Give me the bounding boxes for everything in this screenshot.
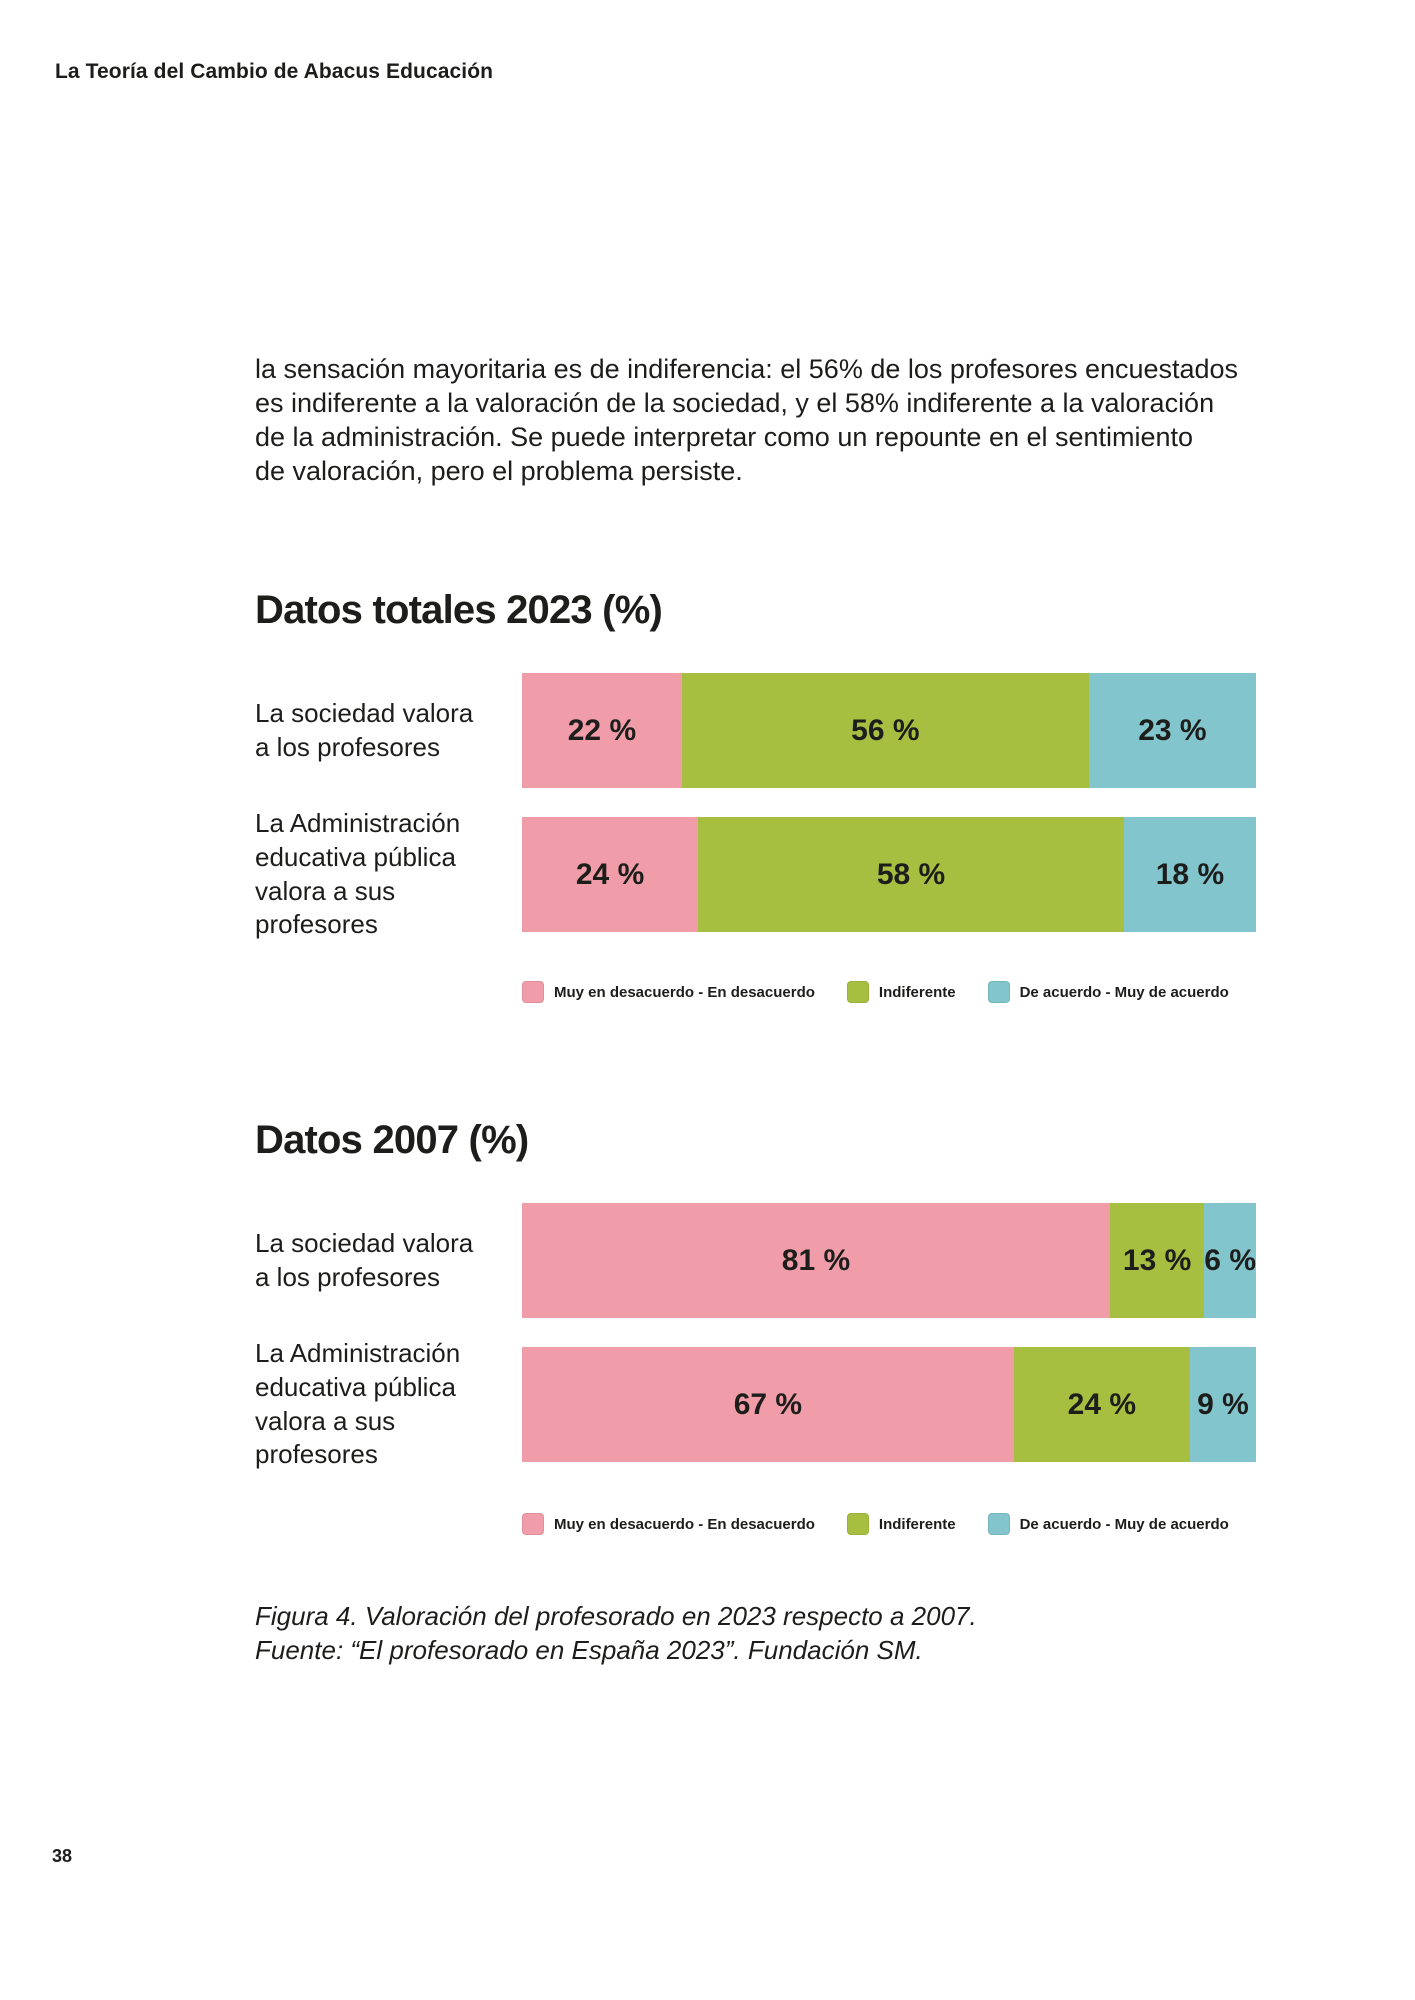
intro-paragraph: la sensación mayoritaria es de indiferen…: [255, 354, 1239, 487]
row-category-label: La Administración educativa pública valo…: [255, 807, 461, 940]
bar-segment: 22 %: [522, 673, 682, 788]
chart-2007-rows: La sociedad valora a los profesores 81 % 1…: [255, 1203, 1256, 1469]
stacked-bar: 24 % 58 % 18 %: [522, 817, 1256, 932]
legend-item: Muy en desacuerdo - En desacuerdo: [522, 981, 815, 1003]
row-category-label: La sociedad valora a los profesores: [255, 697, 474, 762]
legend-swatch: [987, 1513, 1010, 1535]
figure-caption-line1: Figura 4. Valoración del profesorado en …: [255, 1601, 977, 1631]
legend-label: Indiferente: [878, 983, 956, 1001]
legend-label: De acuerdo - Muy de acuerdo: [1019, 1515, 1229, 1533]
bar-segment: 67 %: [522, 1347, 1014, 1462]
chart-2007-legend: Muy en desacuerdo - En desacuerdo Indifer…: [522, 1513, 1229, 1535]
bar-segment: 13 %: [1109, 1203, 1205, 1318]
chart-2023-legend: Muy en desacuerdo - En desacuerdo Indifer…: [522, 981, 1229, 1003]
legend-item: Indiferente: [846, 981, 956, 1003]
legend-swatch: [846, 1513, 869, 1535]
stacked-bar: 67 % 24 % 9 %: [522, 1347, 1256, 1462]
legend-item: Muy en desacuerdo - En desacuerdo: [522, 1513, 815, 1535]
legend-label: Muy en desacuerdo - En desacuerdo: [554, 983, 815, 1001]
document-header: La Teoría del Cambio de Abacus Educación: [55, 60, 494, 83]
row-category-label: La Administración educativa pública valo…: [255, 1337, 461, 1470]
figure-caption-line2: Fuente: “El profesorado en España 2023”.…: [255, 1634, 923, 1665]
row-category-label: La sociedad valora a los profesores: [255, 1227, 474, 1292]
bar-segment: 58 %: [698, 817, 1124, 932]
legend-swatch: [522, 1513, 544, 1535]
legend-label: De acuerdo - Muy de acuerdo: [1019, 983, 1229, 1001]
bar-segment: 24 %: [522, 817, 699, 932]
chart-row: La Administración educativa pública valo…: [255, 808, 1256, 939]
page-number: 38: [52, 1846, 73, 1866]
chart-title-2007: Datos 2007 (%): [255, 1118, 529, 1162]
stacked-bar: 81 % 13 % 6 %: [522, 1203, 1256, 1318]
figure-caption: Figura 4. Valoración del profesorado en …: [255, 1600, 977, 1668]
bar-segment: 81 %: [522, 1203, 1110, 1318]
stacked-bar: 22 % 56 % 23 %: [522, 673, 1256, 788]
bar-segment: 56 %: [681, 673, 1089, 788]
legend-item: Indiferente: [846, 1513, 956, 1535]
chart-row: La sociedad valora a los profesores 22 % 5…: [255, 673, 1256, 788]
legend-swatch: [522, 981, 544, 1003]
chart-row: La sociedad valora a los profesores 81 % 1…: [255, 1203, 1256, 1318]
legend-swatch: [987, 981, 1010, 1003]
chart-title-2023: Datos totales 2023 (%): [255, 588, 663, 632]
bar-segment: 9 %: [1189, 1347, 1256, 1462]
legend-label: Muy en desacuerdo - En desacuerdo: [554, 1515, 815, 1533]
legend-item: De acuerdo - Muy de acuerdo: [987, 981, 1229, 1003]
legend-swatch: [846, 981, 869, 1003]
legend-item: De acuerdo - Muy de acuerdo: [987, 1513, 1229, 1535]
chart-2023-rows: La sociedad valora a los profesores 22 % 5…: [255, 673, 1256, 939]
bar-segment: 6 %: [1204, 1203, 1256, 1318]
legend-label: Indiferente: [878, 1515, 956, 1533]
bar-segment: 18 %: [1123, 817, 1256, 932]
bar-segment: 23 %: [1088, 673, 1256, 788]
bar-segment: 24 %: [1013, 1347, 1190, 1462]
chart-row: La Administración educativa pública valo…: [255, 1338, 1256, 1469]
